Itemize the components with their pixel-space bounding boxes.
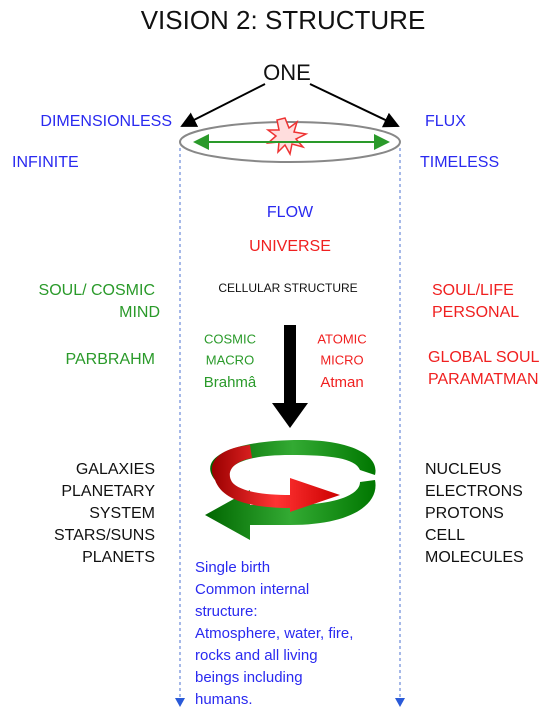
side-label: DIMENSIONLESS [40, 113, 172, 130]
center-label: CELLULAR STRUCTURE [218, 281, 357, 295]
list-item: CELL [425, 527, 465, 544]
list-item: NUCLEUS [425, 461, 501, 478]
note-line: structure: [195, 603, 258, 620]
side-label: PARBRAHM [66, 351, 156, 368]
note-line: humans. [195, 691, 253, 708]
arrow [310, 84, 398, 126]
side-label: INFINITE [12, 154, 79, 171]
note-line: rocks and all living [195, 647, 318, 664]
cosmic-label: MACRO [206, 352, 254, 367]
side-label: PERSONAL [432, 304, 519, 321]
note-line: Atmosphere, water, fire, [195, 625, 353, 642]
cosmic-label: Brahmâ [204, 374, 257, 391]
starburst [268, 118, 306, 154]
side-label: GLOBAL SOUL [428, 349, 540, 366]
atomic-label: Atman [320, 374, 363, 391]
diagram: VISION 2: STRUCTURE ONE DIMENSIONLESS INF… [0, 0, 560, 711]
side-label: SOUL/LIFE [432, 282, 514, 299]
list-item: ELECTRONS [425, 483, 523, 500]
list-item: SYSTEM [89, 505, 155, 522]
atomic-label: ATOMIC [317, 331, 366, 346]
arrowhead [395, 698, 405, 707]
list-item: STARS/SUNS [54, 527, 155, 544]
side-label: SOUL/ COSMIC [39, 282, 155, 299]
list-item: PLANETS [82, 549, 155, 566]
list-item: GALAXIES [76, 461, 155, 478]
arrow [182, 84, 265, 126]
side-label: MIND [119, 304, 160, 321]
cosmic-label: COSMIC [204, 331, 256, 346]
list-item: PLANETARY [61, 483, 155, 500]
list-item: MOLECULES [425, 549, 524, 566]
center-label: UNIVERSE [249, 238, 331, 255]
arrowhead [175, 698, 185, 707]
note-line: Single birth [195, 559, 270, 576]
list-item: PROTONS [425, 505, 504, 522]
one-label: ONE [263, 60, 311, 85]
side-label: TIMELESS [420, 154, 499, 171]
atomic-label: MICRO [320, 352, 363, 367]
down-arrow-head [272, 403, 308, 428]
center-label: FLOW [267, 204, 314, 221]
note-line: beings including [195, 669, 303, 686]
side-label: FLUX [425, 113, 466, 130]
title: VISION 2: STRUCTURE [141, 5, 426, 35]
note-line: Common internal [195, 581, 309, 598]
down-arrow [284, 325, 296, 405]
side-label: PARAMATMAN [428, 371, 539, 388]
